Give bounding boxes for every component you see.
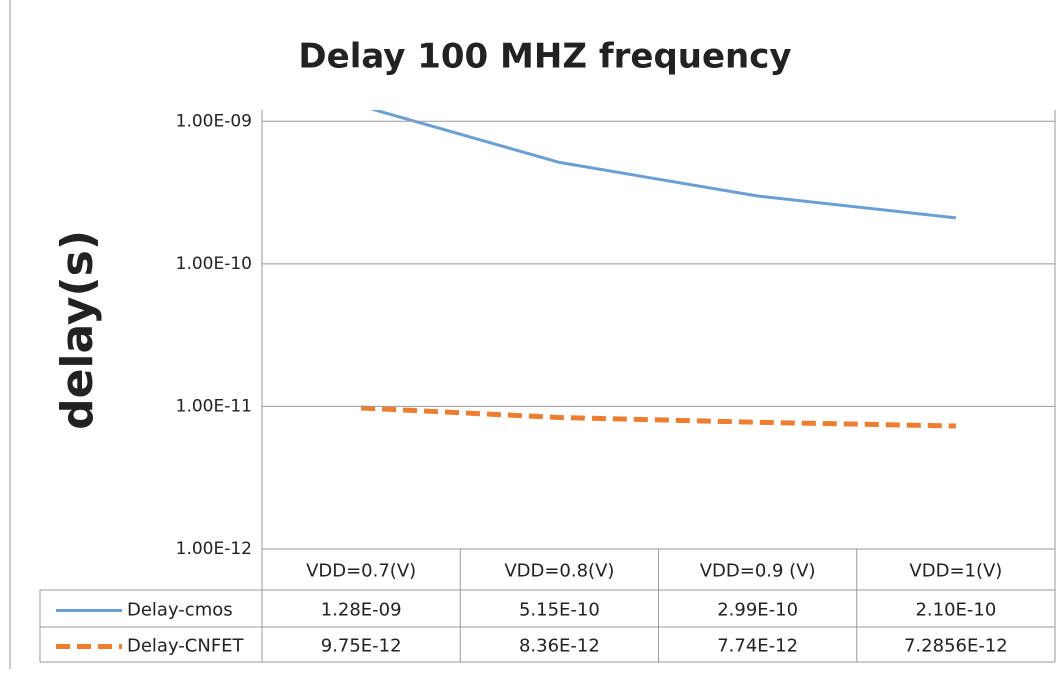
table-value: 2.10E-10 (915, 600, 996, 621)
series-line (360, 405, 956, 429)
x-tick-label: VDD=0.7(V) (306, 561, 416, 582)
table-value: 1.28E-09 (321, 600, 402, 621)
table-value: 8.36E-12 (519, 636, 600, 657)
table-value: 7.74E-12 (717, 636, 798, 657)
y-tick-label: 1.00E-11 (176, 396, 252, 416)
table-value: 5.15E-10 (519, 600, 600, 621)
plot-area (360, 110, 957, 429)
y-tick-label: 1.00E-09 (176, 111, 252, 131)
y-tick-label: 1.00E-12 (176, 539, 252, 559)
y-axis-label: delay(s) (52, 230, 103, 430)
x-tick-label: VDD=0.8(V) (504, 561, 614, 582)
table-value: 9.75E-12 (321, 636, 402, 657)
y-tick-label: 1.00E-10 (176, 254, 252, 274)
chart-title: Delay 100 MHZ frequency (298, 37, 791, 77)
legend-label: Delay-cmos (127, 600, 233, 621)
x-tick-label: VDD=0.9 (V) (700, 561, 816, 582)
table-value: 7.2856E-12 (904, 636, 1008, 657)
series-line (369, 110, 957, 220)
table-value: 2.99E-10 (717, 600, 798, 621)
legend-label: Delay-CNFET (127, 636, 245, 657)
x-tick-label: VDD=1(V) (909, 561, 1002, 582)
